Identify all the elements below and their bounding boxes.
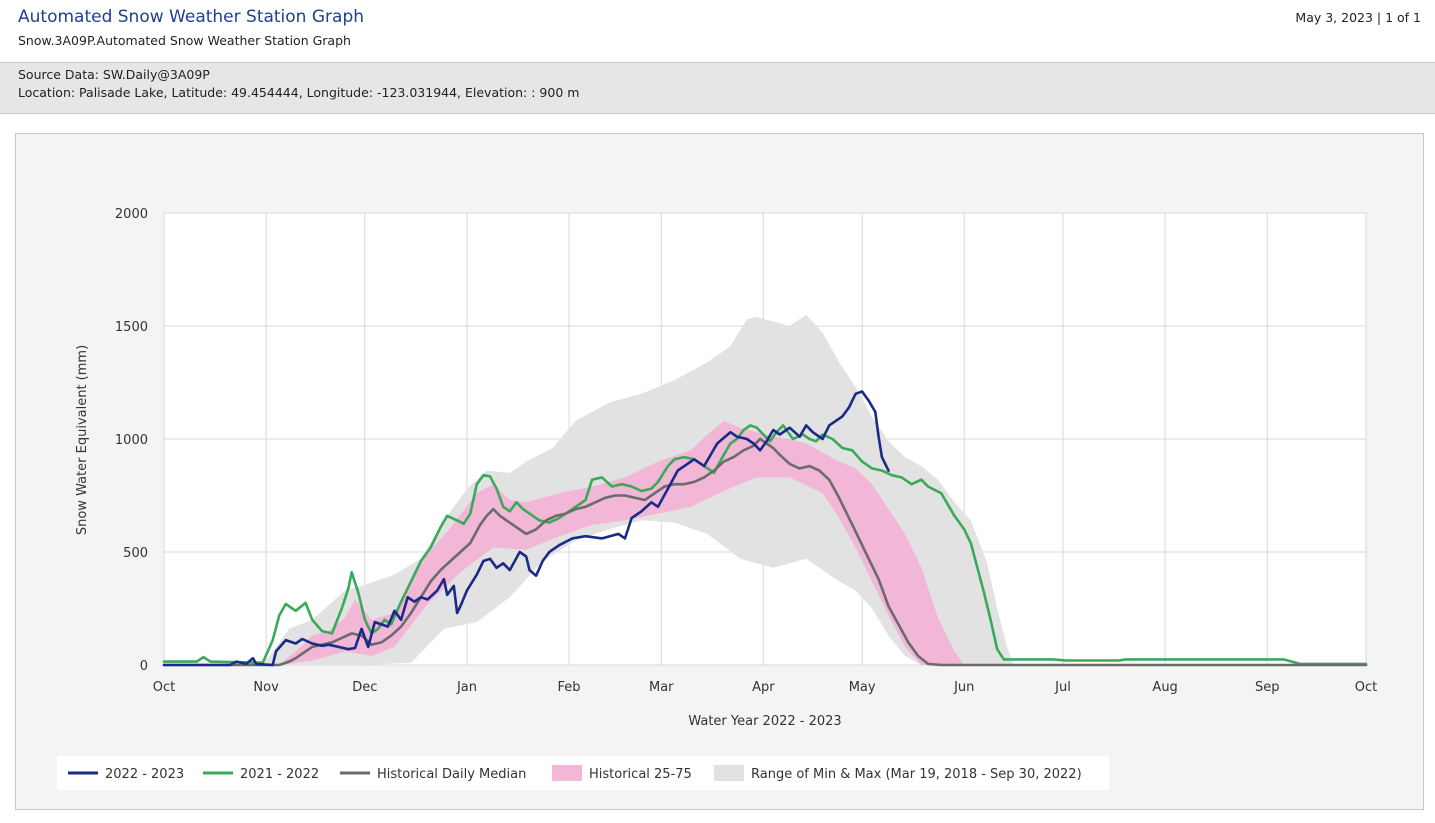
y-tick-label: 500 bbox=[123, 546, 148, 561]
source-info-bar: Source Data: SW.Daily@3A09P Location: Pa… bbox=[0, 62, 1435, 114]
x-tick-label: Nov bbox=[253, 680, 279, 695]
legend-label-previous: 2021 - 2022 bbox=[240, 767, 319, 782]
y-tick-label: 2000 bbox=[115, 207, 148, 222]
report-header: Automated Snow Weather Station Graph Sno… bbox=[0, 0, 1435, 62]
x-tick-label: Oct bbox=[153, 680, 175, 695]
legend-label-band_minmax: Range of Min & Max (Mar 19, 2018 - Sep 3… bbox=[751, 767, 1082, 782]
bands-layer bbox=[262, 314, 1366, 665]
x-tick-label: Jan bbox=[456, 680, 477, 695]
y-tick-label: 0 bbox=[140, 659, 148, 674]
y-tick-label: 1500 bbox=[115, 320, 148, 335]
historical-25-75-band bbox=[279, 420, 1366, 665]
report-subtitle: Snow.3A09P.Automated Snow Weather Statio… bbox=[18, 33, 351, 48]
location-label: Location: Palisade Lake, Latitude: 49.45… bbox=[18, 85, 580, 100]
lines-layer bbox=[162, 390, 1368, 667]
x-axis-label: Water Year 2022 - 2023 bbox=[688, 714, 841, 729]
legend-label-median: Historical Daily Median bbox=[377, 767, 526, 782]
y-axis-label: Snow Water Equivalent (mm) bbox=[75, 345, 90, 535]
series-2022-2023-line bbox=[162, 390, 890, 667]
x-tick-label: Sep bbox=[1255, 680, 1280, 695]
legend-label-current: 2022 - 2023 bbox=[105, 767, 184, 782]
x-tick-label: Mar bbox=[649, 680, 674, 695]
x-tick-label: Jun bbox=[953, 680, 974, 695]
report-title: Automated Snow Weather Station Graph bbox=[18, 7, 365, 27]
x-tick-label: Aug bbox=[1152, 680, 1177, 695]
x-tick-label: Jul bbox=[1054, 680, 1071, 695]
y-tick-label: 1000 bbox=[115, 433, 148, 448]
legend-label-band_25_75: Historical 25-75 bbox=[589, 767, 692, 782]
legend-swatch-band_minmax bbox=[714, 765, 744, 781]
x-tick-label: Oct bbox=[1355, 680, 1377, 695]
y-tick-labels: 0 500 1000 1500 2000 bbox=[115, 207, 148, 674]
x-tick-label: Apr bbox=[752, 680, 775, 695]
x-tick-label: Feb bbox=[558, 680, 581, 695]
series-2021-2022-line bbox=[162, 424, 1368, 666]
page-info: May 3, 2023 | 1 of 1 bbox=[1295, 10, 1421, 25]
x-tick-labels: Oct Nov Dec Jan Feb Mar Apr May Jun Jul Aug Sep Oct bbox=[153, 680, 1377, 695]
legend-swatch-band_25_75 bbox=[552, 765, 582, 781]
x-tick-label: May bbox=[849, 680, 876, 695]
legend: 2022 - 2023 2021 - 2022 Historical Daily M… bbox=[68, 765, 1082, 782]
source-data-label: Source Data: SW.Daily@3A09P bbox=[18, 67, 210, 82]
historical-median-line bbox=[162, 437, 1368, 667]
x-tick-label: Dec bbox=[352, 680, 377, 695]
minmax-range-band bbox=[262, 314, 1366, 665]
